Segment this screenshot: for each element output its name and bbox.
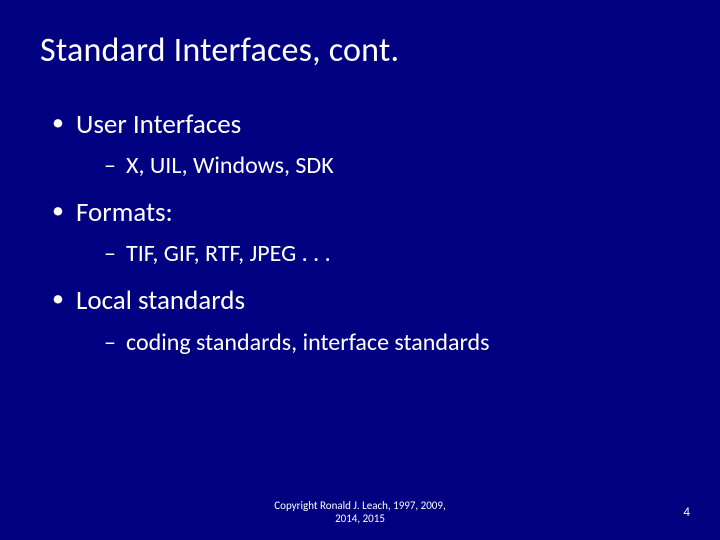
sub-bullet-item: TIF, GIF, RTF, JPEG . . .: [104, 237, 680, 271]
footer-line-2: 2014, 2015: [335, 512, 385, 525]
bullet-text: Formats:: [76, 196, 173, 229]
page-number: 4: [683, 505, 690, 520]
bullet-list: User Interfaces X, UIL, Windows, SDK For…: [40, 107, 680, 359]
copyright-footer: Copyright Ronald J. Leach, 1997, 2009, 2…: [0, 499, 720, 527]
slide-title: Standard Interfaces, cont.: [40, 30, 680, 71]
sub-bullet-text: coding standards, interface standards: [126, 328, 490, 357]
sub-bullet-text: TIF, GIF, RTF, JPEG . . .: [126, 239, 331, 268]
sub-bullet-item: X, UIL, Windows, SDK: [104, 149, 680, 183]
bullet-item: Formats: TIF, GIF, RTF, JPEG . . .: [52, 195, 680, 271]
sub-bullet-list: coding standards, interface standards: [76, 326, 680, 360]
bullet-item: Local standards coding standards, interf…: [52, 283, 680, 359]
bullet-text: Local standards: [76, 284, 245, 317]
sub-bullet-list: TIF, GIF, RTF, JPEG . . .: [76, 237, 680, 271]
sub-bullet-item: coding standards, interface standards: [104, 326, 680, 360]
footer-line-1: Copyright Ronald J. Leach, 1997, 2009,: [274, 499, 445, 512]
slide: Standard Interfaces, cont. User Interfac…: [0, 0, 720, 540]
sub-bullet-list: X, UIL, Windows, SDK: [76, 149, 680, 183]
sub-bullet-text: X, UIL, Windows, SDK: [126, 151, 334, 180]
bullet-item: User Interfaces X, UIL, Windows, SDK: [52, 107, 680, 183]
bullet-text: User Interfaces: [76, 108, 241, 141]
